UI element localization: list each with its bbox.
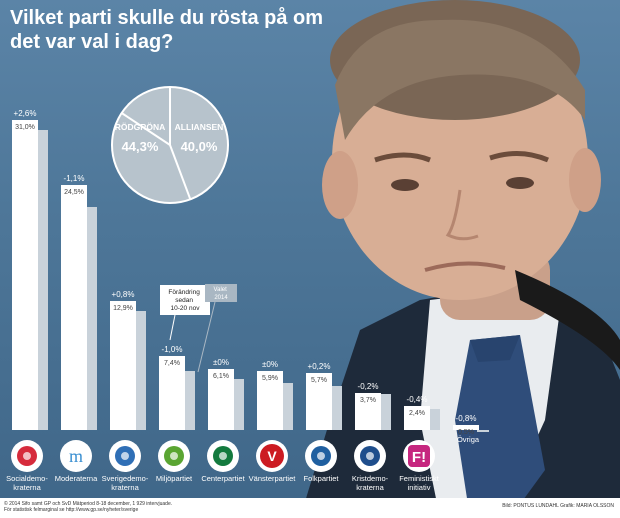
previous-bar bbox=[281, 383, 293, 430]
current-bar bbox=[208, 369, 234, 430]
pie-right-label: ALLIANSEN bbox=[175, 122, 224, 132]
party-name: Sverigedemo-kraterna bbox=[102, 474, 149, 492]
source-line-1: © 2014 Sifo samt GP och SvD Mätperiod 8-… bbox=[4, 501, 173, 507]
change-callout: Förändring sedan 10-20 nov bbox=[160, 285, 210, 341]
bar-change-label: +2,6% bbox=[14, 109, 37, 118]
current-bar bbox=[453, 425, 479, 430]
bar-value-label: 7,4% bbox=[164, 360, 180, 367]
previous-bar bbox=[134, 311, 146, 430]
pie-right-value: 40,0% bbox=[181, 139, 218, 154]
party-symbol-center bbox=[219, 452, 227, 460]
bar-series: 31,0% +2,6% Socialdemo-kraterna 24,5% -1,1% m… bbox=[6, 109, 489, 492]
bar-change-label: -1,0% bbox=[162, 345, 183, 354]
current-bar bbox=[404, 406, 430, 430]
v-badge bbox=[260, 444, 284, 468]
party-name: Övriga bbox=[457, 435, 480, 444]
fi-badge bbox=[408, 445, 430, 467]
footer: © 2014 Sifo samt GP och SvD Mätperiod 8-… bbox=[0, 498, 620, 518]
bar-value-label: 2,4% bbox=[409, 410, 425, 417]
bar-change-label: -0,2% bbox=[358, 382, 379, 391]
party-symbol-center bbox=[121, 452, 129, 460]
party-symbol-center bbox=[170, 452, 178, 460]
bar-value-label: 5,9% bbox=[262, 375, 278, 382]
previous-callout-pointer bbox=[197, 301, 216, 373]
change-callout-text: Förändring sedan 10-20 nov bbox=[168, 289, 201, 312]
previous-bar bbox=[85, 207, 97, 430]
change-callout-box bbox=[160, 285, 210, 315]
bar-change-label: -1,1% bbox=[64, 174, 85, 183]
previous-callout: Valet 2014 bbox=[197, 284, 237, 373]
pie-left-label: RÖDGRÖNA bbox=[115, 122, 166, 132]
current-bar bbox=[257, 371, 283, 430]
previous-bar bbox=[232, 379, 244, 430]
m-icon bbox=[60, 440, 92, 472]
previous-bar bbox=[428, 409, 440, 430]
party-name: Folkpartiet bbox=[303, 474, 339, 483]
party-name: Kristdemo-kraterna bbox=[352, 474, 389, 492]
bar-value-label: 5,7% bbox=[311, 377, 327, 384]
party-name: Feministiskt initiativ bbox=[399, 474, 440, 492]
current-bar bbox=[12, 120, 38, 430]
m-letter: m bbox=[69, 446, 83, 466]
party-symbol-center bbox=[317, 452, 325, 460]
party-name-line: initiativ bbox=[408, 483, 431, 492]
party-name-line: kraterna bbox=[356, 483, 384, 492]
bar-value-label: 31,0% bbox=[15, 124, 35, 131]
previous-bar bbox=[379, 394, 391, 430]
previous-bar bbox=[477, 430, 489, 432]
fi-letter: F! bbox=[412, 449, 426, 466]
party-name-line: kraterna bbox=[111, 483, 139, 492]
party-name-line: Feministiskt bbox=[399, 474, 440, 483]
party-name: Socialdemo-kraterna bbox=[6, 474, 48, 492]
party-name-line: Sverigedemo- bbox=[102, 474, 149, 483]
pie-divider bbox=[121, 112, 171, 146]
bar-change-label: +0,2% bbox=[308, 362, 331, 371]
party-name: Centerpartiet bbox=[201, 474, 245, 483]
party-name: Vänsterpartiet bbox=[249, 474, 297, 483]
party-name: Miljöpartiet bbox=[156, 474, 193, 483]
bar-value-label: 12,9% bbox=[113, 305, 133, 312]
source-note: © 2014 Sifo samt GP och SvD Mätperiod 8-… bbox=[4, 501, 364, 513]
party-name-line: kraterna bbox=[13, 483, 41, 492]
bar-change-label: ±0% bbox=[262, 360, 278, 369]
bar-change-label: ±0% bbox=[213, 358, 229, 367]
bar-change-label: -0,4% bbox=[407, 395, 428, 404]
party-symbol-center bbox=[366, 452, 374, 460]
current-bar bbox=[110, 301, 136, 430]
coalition-pie: RÖDGRÖNA 44,3% ALLIANSEN 40,0% bbox=[111, 86, 229, 204]
v-letter: V bbox=[267, 448, 277, 464]
party-symbol-center bbox=[23, 452, 31, 460]
credit-line: Bild: PONTUS LUNDAHL Grafik: MARIA OLSSO… bbox=[502, 503, 614, 509]
pie-dividers bbox=[121, 87, 192, 200]
chart-title: Vilket parti skulle du rösta på om det v… bbox=[10, 7, 324, 53]
previous-bar bbox=[183, 371, 195, 430]
current-bar bbox=[61, 185, 87, 430]
bar-change-label: +0,8% bbox=[112, 290, 135, 299]
previous-bar bbox=[330, 386, 342, 430]
source-line-2: För statistisk felmarginal se http://www… bbox=[4, 507, 139, 513]
bar-value-label: 6,1% bbox=[213, 373, 229, 380]
previous-bar bbox=[36, 130, 48, 430]
previous-callout-text: Valet 2014 bbox=[214, 287, 229, 301]
party-name-line: Kristdemo- bbox=[352, 474, 389, 483]
bar-value-label: 3,7% bbox=[360, 397, 376, 404]
pie-divider bbox=[169, 144, 192, 200]
current-bar bbox=[355, 393, 381, 430]
current-bar bbox=[159, 356, 185, 430]
pie-left-value: 44,3% bbox=[122, 139, 159, 154]
current-bar bbox=[306, 373, 332, 430]
bar-change-label: -0,8% bbox=[456, 414, 477, 423]
party-name: Moderaterna bbox=[55, 474, 98, 483]
bar-value-label: 0,5% bbox=[458, 429, 474, 436]
party-name-line: Socialdemo- bbox=[6, 474, 48, 483]
previous-callout-box bbox=[205, 284, 237, 302]
bar-value-label: 24,5% bbox=[64, 189, 84, 196]
change-callout-pointer bbox=[169, 314, 176, 341]
